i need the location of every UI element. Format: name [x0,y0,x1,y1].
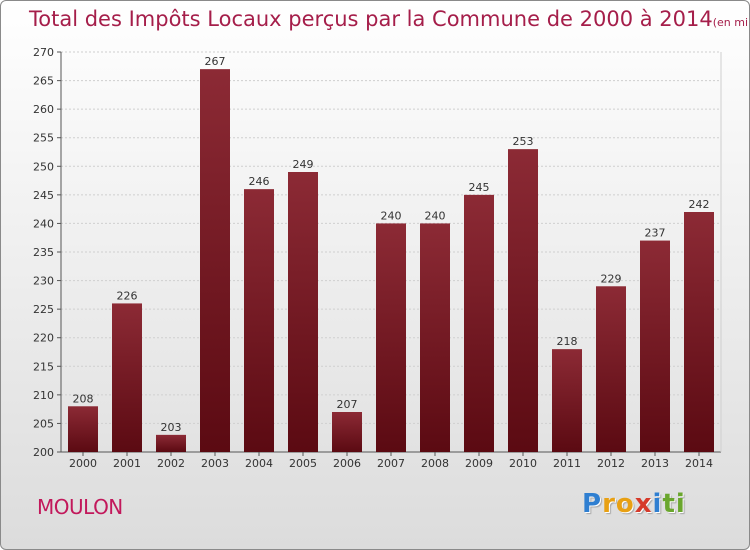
chart-title: Total des Impôts Locaux perçus par la Co… [29,7,749,31]
bar [596,286,626,452]
x-tick-label: 2008 [421,457,449,470]
x-tick-label: 2005 [289,457,317,470]
bar [640,240,670,452]
y-tick-label: 215 [33,360,54,373]
x-tick-label: 2002 [157,457,185,470]
data-label: 226 [117,289,138,302]
x-tick-label: 2014 [685,457,713,470]
y-tick-label: 240 [33,217,54,230]
x-tick-label: 2007 [377,457,405,470]
data-label: 253 [513,135,534,148]
title-main: Total des Impôts Locaux perçus par la Co… [29,7,713,31]
bar [332,412,362,452]
bar [420,223,450,452]
bar [508,149,538,452]
data-label: 267 [205,55,226,68]
bar [552,349,582,452]
y-tick-label: 245 [33,189,54,202]
data-label: 249 [293,158,314,171]
commune-name: MOULON [37,495,123,519]
x-tick-label: 2011 [553,457,581,470]
logo-letter: i [675,489,686,519]
bar [156,434,186,452]
y-tick-label: 210 [33,389,54,402]
bar [112,303,142,452]
y-tick-label: 265 [33,75,54,88]
x-tick-label: 2006 [333,457,361,470]
y-tick-label: 255 [33,132,54,145]
logo-letter: r [602,489,616,519]
x-tick-label: 2013 [641,457,669,470]
proxiti-logo: Proxiti [582,489,686,519]
bar [288,172,318,452]
bar [684,212,714,452]
data-label: 218 [557,335,578,348]
bar [464,194,494,452]
logo-letter: P [582,489,603,519]
x-tick-label: 2012 [597,457,625,470]
logo-letter: x [634,489,653,519]
y-tick-label: 220 [33,332,54,345]
logo-letter: i [652,489,663,519]
y-tick-label: 200 [33,446,54,459]
data-label: 242 [689,198,710,211]
data-label: 245 [469,181,490,194]
y-tick-label: 235 [33,246,54,259]
bar [244,189,274,452]
data-label: 237 [645,227,666,240]
data-label: 229 [601,272,622,285]
x-tick-label: 2003 [201,457,229,470]
bar [68,406,98,452]
x-tick-label: 2009 [465,457,493,470]
x-tick-label: 2001 [113,457,141,470]
y-tick-label: 225 [33,303,54,316]
grid-lines [61,51,721,453]
labels: 200 205 210 215 220 225 230 235 240 245 250 255 260 2… [33,46,713,470]
y-tick-label: 260 [33,103,54,116]
x-tick-label: 2004 [245,457,273,470]
y-tick-label: 230 [33,275,54,288]
data-label: 207 [337,398,358,411]
data-label: 208 [73,392,94,405]
data-label: 240 [381,209,402,222]
logo-letter: o [615,489,635,519]
logo-letter: t [662,489,676,519]
x-tick-label: 2010 [509,457,537,470]
bar [200,69,230,453]
title-unit: (en milliers d'€) [712,16,749,29]
x-tick-label: 2000 [69,457,97,470]
data-label: 203 [161,421,182,434]
bars [68,69,714,453]
data-label: 246 [249,175,270,188]
y-tick-label: 250 [33,160,54,173]
data-label: 240 [425,209,446,222]
bar [376,223,406,452]
y-tick-label: 270 [33,46,54,59]
y-tick-label: 205 [33,417,54,430]
